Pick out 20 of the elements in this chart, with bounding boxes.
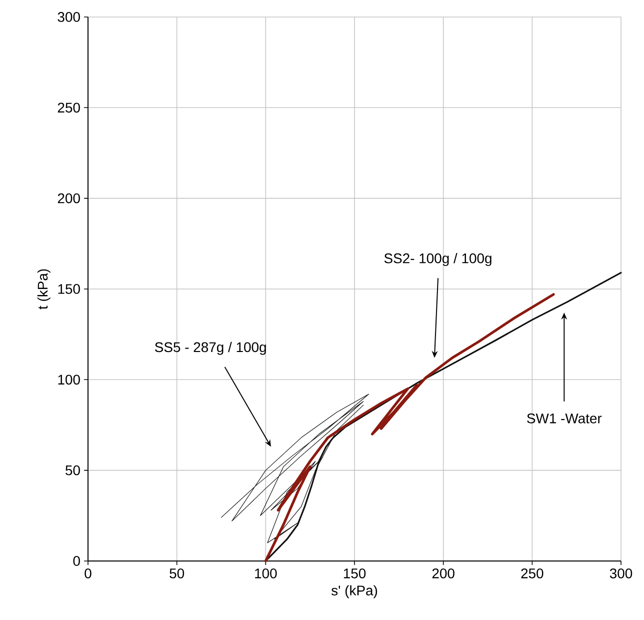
- line-series: [264, 293, 555, 562]
- x-tick-label: 150: [344, 568, 366, 578]
- y-tick-label: 300: [58, 12, 80, 22]
- annotation: SS5 - 287g / 100g: [155, 342, 266, 355]
- x-tick-label: 50: [170, 568, 184, 578]
- x-tick-label: 100: [255, 568, 277, 578]
- y-tick-label: 200: [58, 193, 80, 204]
- y-tick-label: 250: [58, 102, 80, 113]
- x-tick-label: 250: [521, 568, 544, 578]
- y-tick-label: 150: [58, 284, 80, 294]
- x-axis-title: s' (kPa): [331, 585, 378, 598]
- y-tick-label: 100: [58, 374, 80, 385]
- x-tick-label: 300: [610, 568, 632, 578]
- y-tick-label: 50: [66, 465, 80, 476]
- x-tick-label: 0: [84, 568, 92, 578]
- y-tick-label: 0: [73, 556, 80, 566]
- x-tick-label: 200: [432, 568, 454, 578]
- annotation: SS2- 100g / 100g: [384, 253, 492, 266]
- annotation: SW1 -Water: [527, 413, 602, 424]
- y-axis-title: t (kPa): [37, 269, 50, 310]
